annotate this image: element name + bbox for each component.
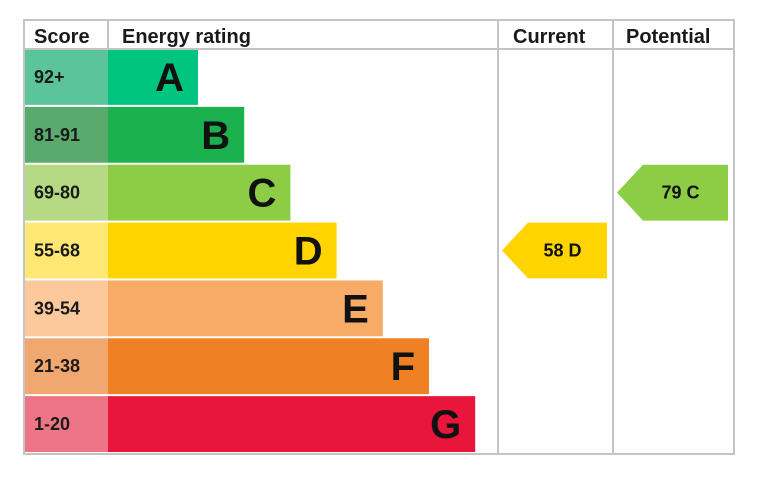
band-row-f: 21-38 F xyxy=(24,338,429,395)
potential-rating-arrow: 79 C xyxy=(617,164,728,221)
rating-letter-d: D xyxy=(294,230,323,274)
rating-bar-f xyxy=(108,338,429,395)
table-border xyxy=(23,19,735,455)
score-label-d: 55-68 xyxy=(34,241,80,261)
rating-letter-f: F xyxy=(391,345,415,389)
score-label-g: 1-20 xyxy=(34,414,70,434)
score-label-b: 81-91 xyxy=(34,125,80,145)
potential-rating-arrow-shape xyxy=(617,164,728,221)
score-cell-g xyxy=(24,396,108,452)
rating-bands: 92+ A 81-91 B 69-80 C 55-68 D 39-54 E 21-38 F 1-20 G xyxy=(24,49,476,452)
rating-bar-e xyxy=(108,280,383,337)
rating-letter-e: E xyxy=(342,287,369,331)
rating-bar-d xyxy=(108,222,337,279)
band-row-g: 1-20 G xyxy=(24,396,476,452)
score-cell-a xyxy=(24,49,108,105)
rating-arrows: 58 D 79 C xyxy=(502,164,728,279)
rating-letter-c: C xyxy=(248,172,277,216)
score-cell-b xyxy=(24,106,108,163)
score-label-e: 39-54 xyxy=(34,298,80,318)
rating-letter-a: A xyxy=(155,56,184,100)
band-row-e: 39-54 E xyxy=(24,280,383,337)
band-row-c: 69-80 C xyxy=(24,164,291,221)
potential-rating-arrow-label: 79 C xyxy=(661,183,699,203)
score-label-c: 69-80 xyxy=(34,183,80,203)
table-grid xyxy=(23,19,735,455)
band-row-a: 92+ A xyxy=(24,49,198,105)
rating-bar-a xyxy=(108,49,198,105)
score-label-a: 92+ xyxy=(34,67,65,87)
current-rating-arrow-shape xyxy=(502,222,607,279)
rating-bar-b xyxy=(108,106,245,163)
band-row-d: 55-68 D xyxy=(24,222,337,279)
table-header: Score Energy rating Current Potential xyxy=(34,26,710,48)
score-cell-e xyxy=(24,280,108,337)
score-cell-c xyxy=(24,164,108,221)
header-score: Score xyxy=(34,26,90,48)
score-label-f: 21-38 xyxy=(34,356,80,376)
header-current: Current xyxy=(513,26,586,48)
rating-letter-g: G xyxy=(430,403,461,447)
score-cell-d xyxy=(24,222,108,279)
current-rating-arrow: 58 D xyxy=(502,222,607,279)
header-potential: Potential xyxy=(626,26,710,48)
band-row-b: 81-91 B xyxy=(24,106,245,163)
header-energy-rating: Energy rating xyxy=(122,26,251,48)
current-rating-arrow-label: 58 D xyxy=(543,241,581,261)
score-cell-f xyxy=(24,338,108,395)
rating-bar-c xyxy=(108,164,291,221)
rating-bar-g xyxy=(108,396,476,452)
rating-letter-b: B xyxy=(201,114,230,158)
